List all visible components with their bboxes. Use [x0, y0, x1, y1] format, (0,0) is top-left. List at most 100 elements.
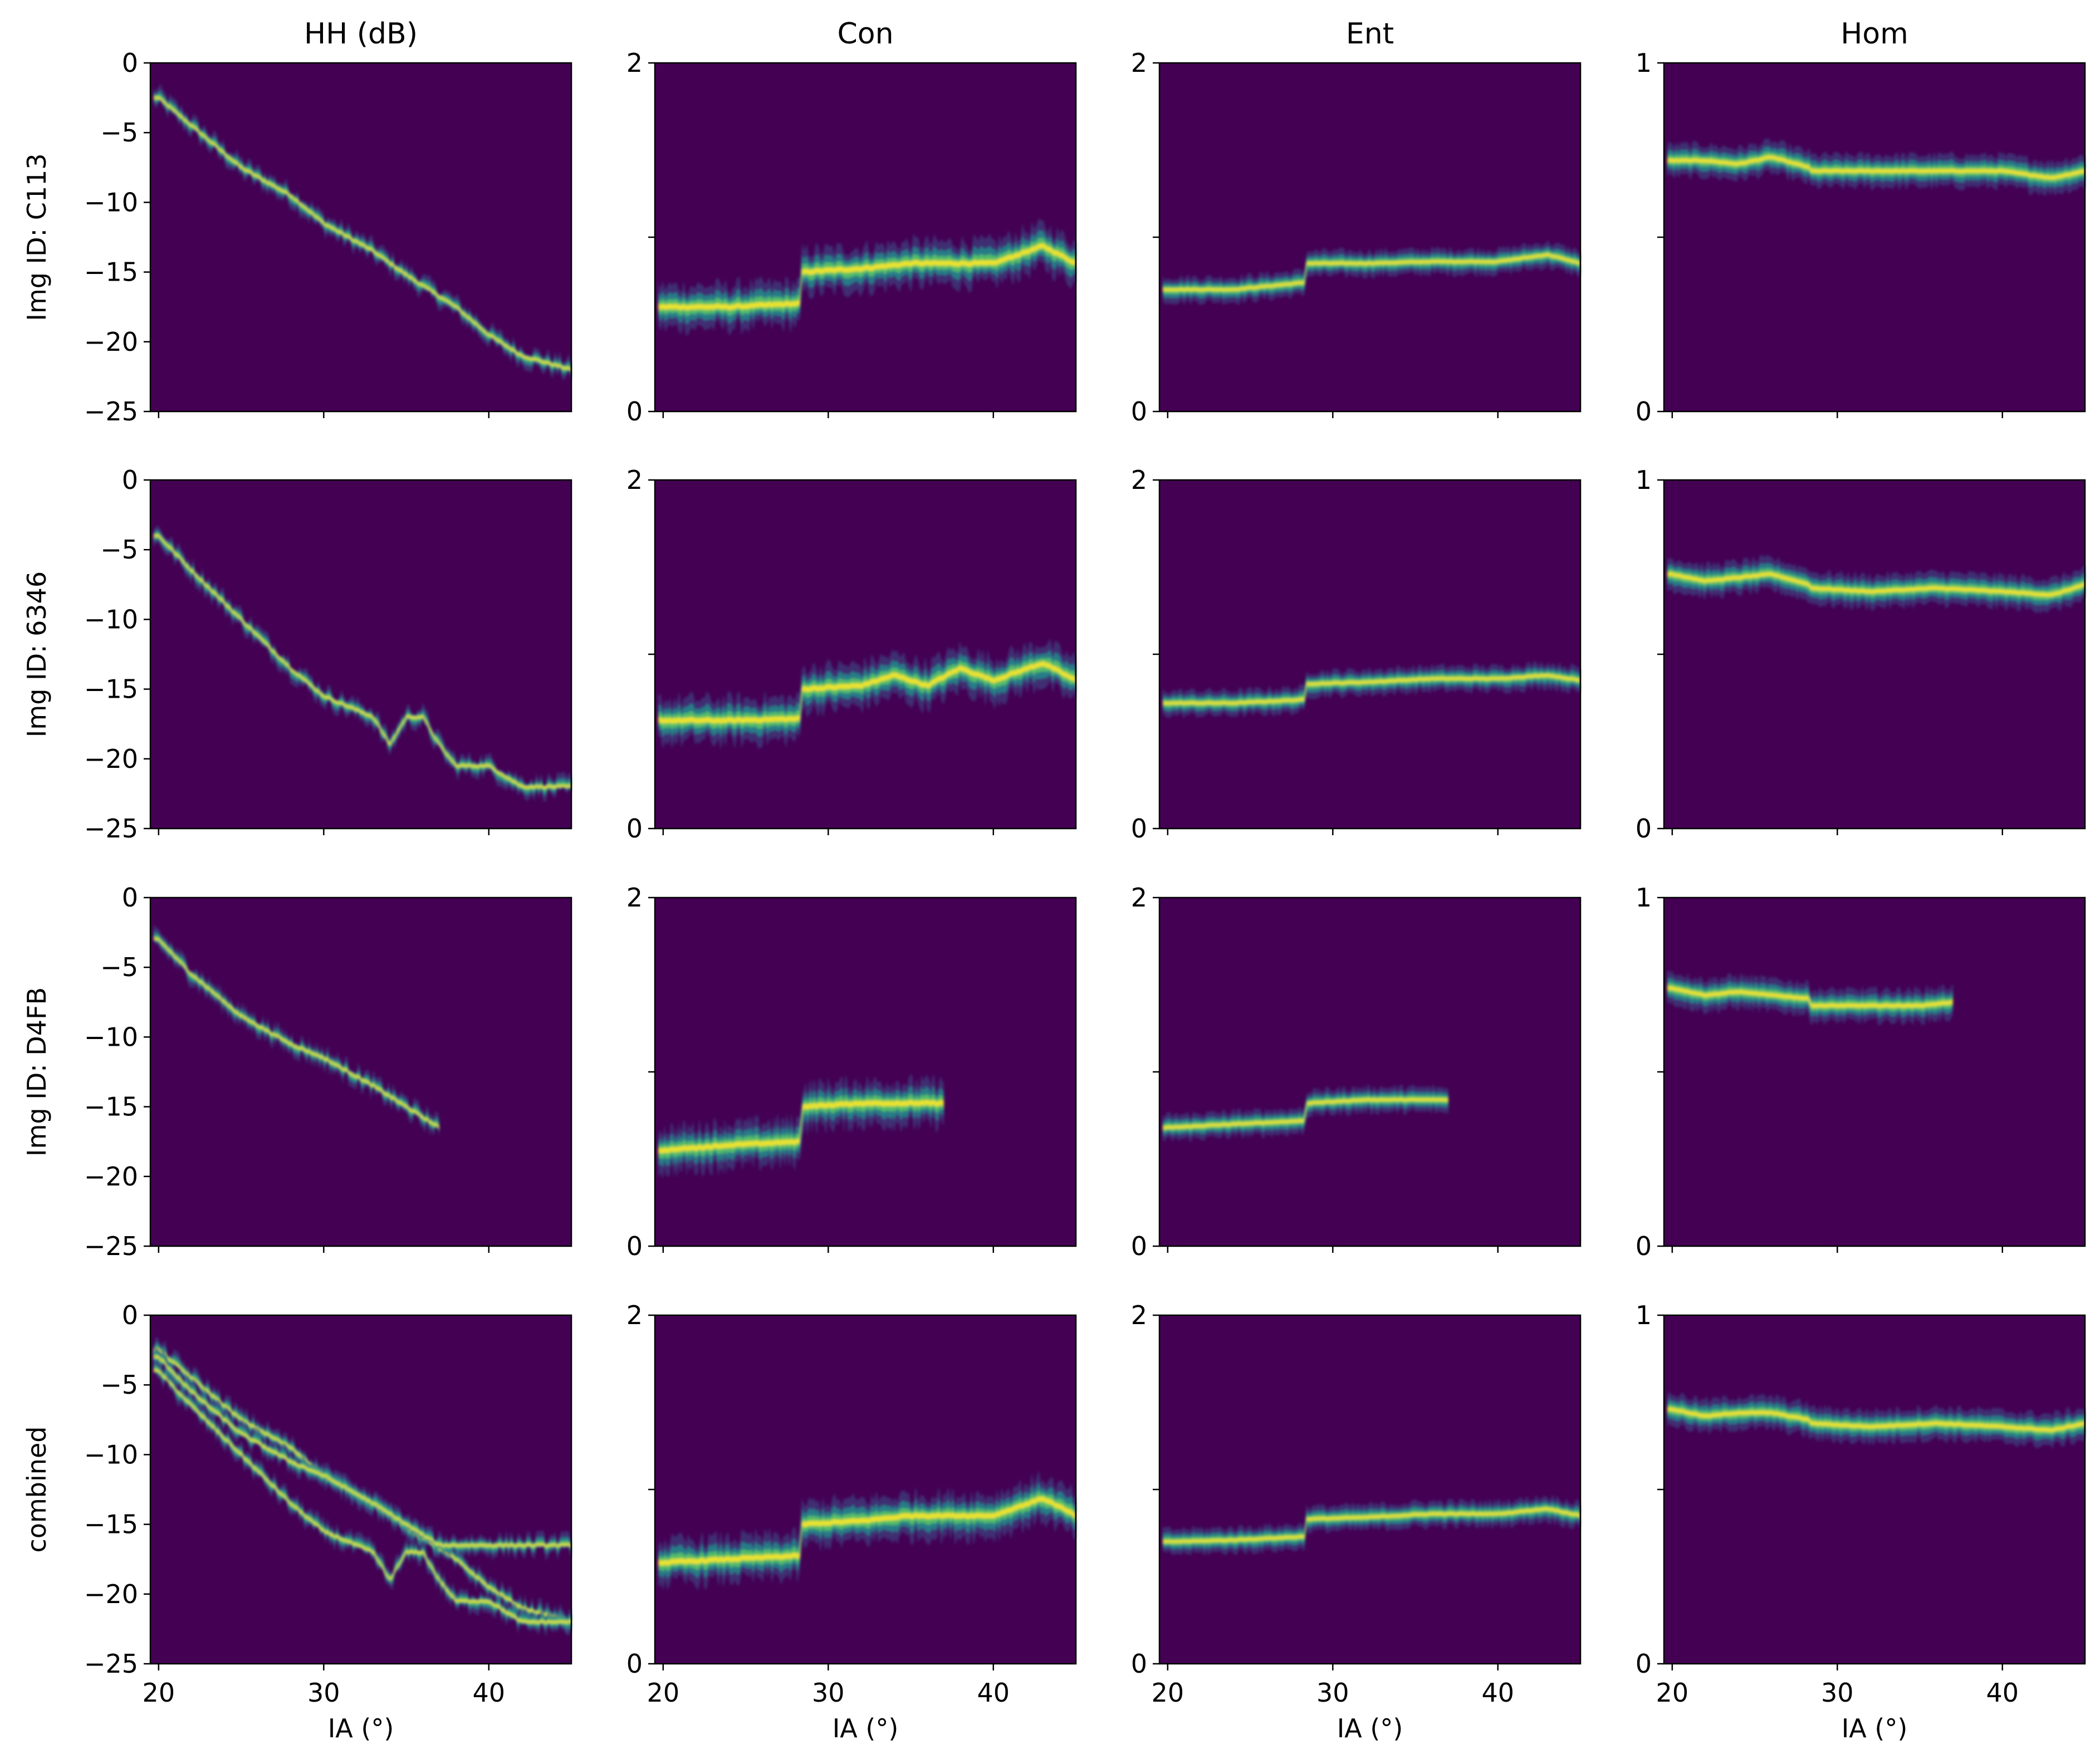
y-tick-label: 1: [1636, 883, 1652, 913]
y-tick-label: −10: [84, 1439, 138, 1469]
subplot-2-2: 02: [1131, 883, 1582, 1261]
y-tick-label: 2: [1131, 48, 1147, 78]
y-tick-label: 2: [1131, 465, 1147, 495]
x-tick-label: 40: [1986, 1678, 2019, 1708]
density-band: [1162, 1494, 1580, 1556]
y-tick-label: 0: [626, 396, 643, 427]
y-tick-label: −15: [84, 674, 138, 704]
x-tick-label: 20: [1656, 1678, 1689, 1708]
row-label: Img ID: D4FB: [22, 987, 52, 1157]
y-tick-label: 0: [1636, 396, 1652, 427]
x-tick-label: 20: [1152, 1678, 1184, 1708]
y-tick-label: 0: [1131, 396, 1147, 427]
y-tick-label: −25: [84, 814, 138, 844]
subplot-3-2: 20 30 40 IA (°) 0 2: [1131, 1300, 1582, 1743]
subplot-0-3: 01: [1636, 48, 2086, 427]
subplot-1-3: 01: [1636, 465, 2086, 844]
density-band: [1667, 1391, 2085, 1449]
density-band: [1162, 1084, 1448, 1142]
plot-background: [1159, 1315, 1580, 1664]
subplot-2-0: 0 −5 −10 −15 −20 −25 Img ID: D4FB: [22, 883, 572, 1261]
plot-background: [655, 1315, 1076, 1664]
density-band: [1667, 139, 2085, 197]
subplot-0-2: 02: [1131, 48, 1582, 427]
y-tick-label: 0: [1131, 814, 1147, 844]
plot-background: [655, 480, 1076, 829]
density-band: [153, 1336, 571, 1635]
x-axis-label: IA (°): [328, 1713, 394, 1743]
y-tick-label: −10: [84, 1022, 138, 1052]
y-tick-label: −20: [84, 1162, 138, 1192]
y-tick-label: −10: [84, 604, 138, 634]
y-tick-label: 0: [122, 883, 138, 913]
density-band: [153, 84, 571, 382]
plot-background: [655, 898, 1076, 1246]
y-tick-label: −25: [84, 396, 138, 427]
density-band: [658, 638, 1076, 749]
density-band: [658, 1074, 944, 1179]
y-tick-label: −20: [84, 327, 138, 357]
y-tick-label: −25: [84, 1231, 138, 1261]
density-band: [153, 1346, 571, 1561]
x-tick-label: 40: [977, 1678, 1010, 1708]
y-tick-label: −15: [84, 1092, 138, 1122]
y-tick-label: 2: [626, 465, 643, 495]
plot-background: [1159, 63, 1580, 411]
plot-background: [1664, 480, 2085, 829]
y-tick-label: 2: [1131, 1300, 1147, 1330]
y-tick-label: 2: [626, 883, 643, 913]
y-tick-label: −10: [84, 187, 138, 217]
x-tick-label: 20: [143, 1678, 175, 1708]
plot-frame: [149, 1314, 572, 1665]
plot-frame: [149, 479, 572, 830]
x-tick-label: 40: [1481, 1678, 1514, 1708]
subplot-1-2: 02: [1131, 465, 1582, 844]
x-axis-label: IA (°): [1337, 1713, 1403, 1743]
subplot-0-0: 0 −5 −10 −15 −20 −25 Img ID: C113: [22, 48, 572, 427]
row-label: Img ID: C113: [22, 153, 52, 321]
x-axis-label: IA (°): [1842, 1713, 1908, 1743]
density-band: [1667, 555, 2085, 614]
x-tick-label: 30: [1821, 1678, 1854, 1708]
y-tick-label: 0: [1131, 1231, 1147, 1261]
subplot-0-1: 02: [626, 48, 1077, 427]
y-tick-label: 2: [1131, 883, 1147, 913]
row-label: Img ID: 6346: [22, 571, 52, 737]
column-title: Con: [837, 17, 893, 51]
density-band: [658, 1470, 1076, 1591]
y-tick-label: −20: [84, 1579, 138, 1609]
column-title: Ent: [1346, 17, 1394, 51]
subplot-grid: HH (dB) Con Ent Hom 0 −5 −10 −15 −20 −25 Img ID: C…: [22, 17, 2086, 1743]
density-band: [1162, 661, 1580, 719]
density-band: [1667, 970, 1953, 1026]
density-band: [658, 218, 1076, 336]
y-tick-label: −5: [100, 1370, 138, 1400]
plot-background: [1664, 63, 2085, 411]
y-tick-label: −15: [84, 1510, 138, 1540]
y-tick-label: 0: [122, 1300, 138, 1330]
y-tick-label: 2: [626, 1300, 643, 1330]
y-tick-label: −5: [100, 952, 138, 982]
y-tick-label: 0: [1636, 1649, 1652, 1679]
y-tick-label: 0: [626, 1649, 643, 1679]
subplot-2-1: 02: [626, 883, 1077, 1261]
subplot-3-0: 20 30 40 IA (°) 0 −5 −10 −15 −20 −25 combined: [22, 1300, 572, 1743]
column-title: Hom: [1840, 17, 1908, 51]
x-tick-label: 30: [812, 1678, 845, 1708]
y-tick-label: 1: [1636, 465, 1652, 495]
density-band: [153, 924, 439, 1137]
plot-background: [1664, 898, 2085, 1246]
plot-background: [1159, 480, 1580, 829]
subplot-1-0: 0 −5 −10 −15 −20 −25 Img ID: 6346: [22, 465, 572, 844]
y-tick-label: −25: [84, 1649, 138, 1679]
y-tick-label: 0: [626, 814, 643, 844]
x-tick-label: 20: [647, 1678, 680, 1708]
subplot-1-1: 02: [626, 465, 1077, 844]
y-tick-label: 0: [1131, 1649, 1147, 1679]
y-tick-label: −20: [84, 744, 138, 774]
y-tick-label: 0: [122, 48, 138, 78]
density-band: [1162, 240, 1580, 305]
y-tick-label: 1: [1636, 1300, 1652, 1330]
plot-background: [655, 63, 1076, 411]
